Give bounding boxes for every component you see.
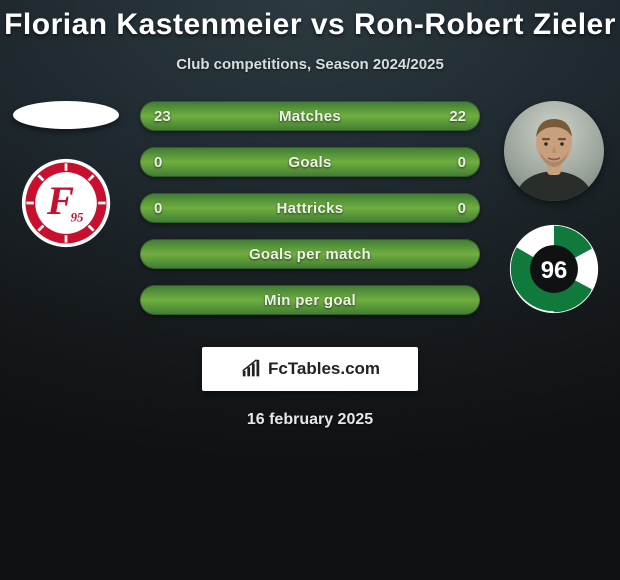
- stat-bars: 23 Matches 22 0 Goals 0 0 Hattricks 0 Go…: [140, 101, 480, 331]
- date-text: 16 february 2025: [0, 411, 620, 429]
- club-crest-hannover: 96: [508, 223, 600, 315]
- subtitle: Club competitions, Season 2024/2025: [0, 56, 620, 73]
- stat-right-value: [452, 285, 480, 315]
- page-title: Florian Kastenmeier vs Ron-Robert Zieler: [0, 0, 620, 42]
- crest-subscript: 95: [71, 210, 84, 224]
- stat-right-value: 22: [435, 101, 480, 131]
- stat-label: Goals: [140, 147, 480, 177]
- stat-label: Matches: [140, 101, 480, 131]
- bar-chart-icon: [240, 358, 262, 380]
- player-portrait-icon: [504, 101, 604, 201]
- stat-left-value: [140, 239, 168, 269]
- stat-left-value: 0: [140, 147, 176, 177]
- stat-row-goals: 0 Goals 0: [140, 147, 480, 177]
- stat-row-min-per-goal: Min per goal: [140, 285, 480, 315]
- crest-number: 96: [541, 257, 568, 284]
- stat-left-value: [140, 285, 168, 315]
- fortuna-crest-icon: F 95: [20, 157, 112, 249]
- player-left-photo-placeholder: [13, 101, 119, 129]
- comparison-area: F 95: [0, 101, 620, 341]
- branding-badge: FcTables.com: [202, 347, 418, 391]
- stat-row-goals-per-match: Goals per match: [140, 239, 480, 269]
- stat-right-value: 0: [444, 193, 480, 223]
- stat-row-hattricks: 0 Hattricks 0: [140, 193, 480, 223]
- player-left-column: F 95: [6, 101, 126, 249]
- stat-label: Goals per match: [140, 239, 480, 269]
- player-right-column: 96: [494, 101, 614, 315]
- stat-right-value: 0: [444, 147, 480, 177]
- card: Florian Kastenmeier vs Ron-Robert Zieler…: [0, 0, 620, 580]
- branding-text: FcTables.com: [268, 359, 380, 379]
- hannover-crest-icon: 96: [508, 223, 600, 315]
- stat-label: Min per goal: [140, 285, 480, 315]
- stat-row-matches: 23 Matches 22: [140, 101, 480, 131]
- stat-label: Hattricks: [140, 193, 480, 223]
- stat-left-value: 23: [140, 101, 185, 131]
- stat-right-value: [452, 239, 480, 269]
- club-crest-fortuna: F 95: [20, 157, 112, 249]
- player-right-photo: [504, 101, 604, 201]
- stat-left-value: 0: [140, 193, 176, 223]
